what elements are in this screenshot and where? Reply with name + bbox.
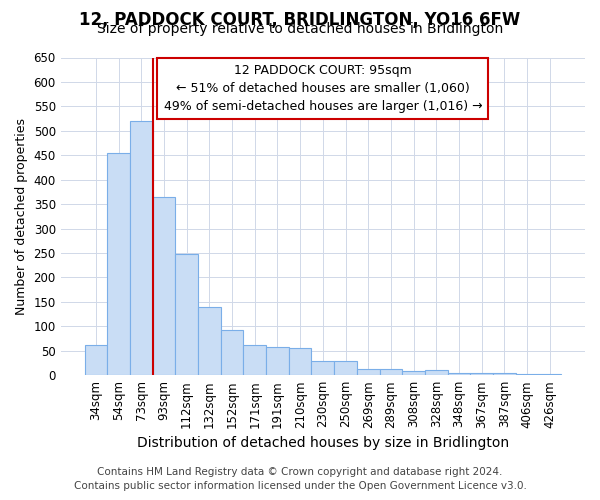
Text: 12 PADDOCK COURT: 95sqm
← 51% of detached houses are smaller (1,060)
49% of semi: 12 PADDOCK COURT: 95sqm ← 51% of detache… [164, 64, 482, 113]
Bar [448, 372, 470, 375]
Bar [221, 330, 244, 375]
Bar [493, 373, 516, 375]
X-axis label: Distribution of detached houses by size in Bridlington: Distribution of detached houses by size … [137, 436, 509, 450]
Bar [152, 197, 175, 375]
Text: Contains HM Land Registry data © Crown copyright and database right 2024.
Contai: Contains HM Land Registry data © Crown c… [74, 467, 526, 491]
Bar [130, 120, 152, 375]
Bar [380, 369, 402, 375]
Bar [402, 372, 425, 375]
Bar [175, 254, 198, 375]
Y-axis label: Number of detached properties: Number of detached properties [15, 118, 28, 315]
Bar [107, 153, 130, 375]
Bar [198, 307, 221, 375]
Bar [425, 370, 448, 375]
Bar [244, 345, 266, 375]
Bar [357, 370, 380, 375]
Bar [289, 348, 311, 375]
Bar [516, 374, 538, 375]
Bar [85, 345, 107, 375]
Bar [334, 362, 357, 375]
Bar [538, 374, 561, 375]
Bar [266, 348, 289, 375]
Bar [470, 372, 493, 375]
Text: 12, PADDOCK COURT, BRIDLINGTON, YO16 6FW: 12, PADDOCK COURT, BRIDLINGTON, YO16 6FW [79, 11, 521, 29]
Text: Size of property relative to detached houses in Bridlington: Size of property relative to detached ho… [97, 22, 503, 36]
Bar [311, 362, 334, 375]
